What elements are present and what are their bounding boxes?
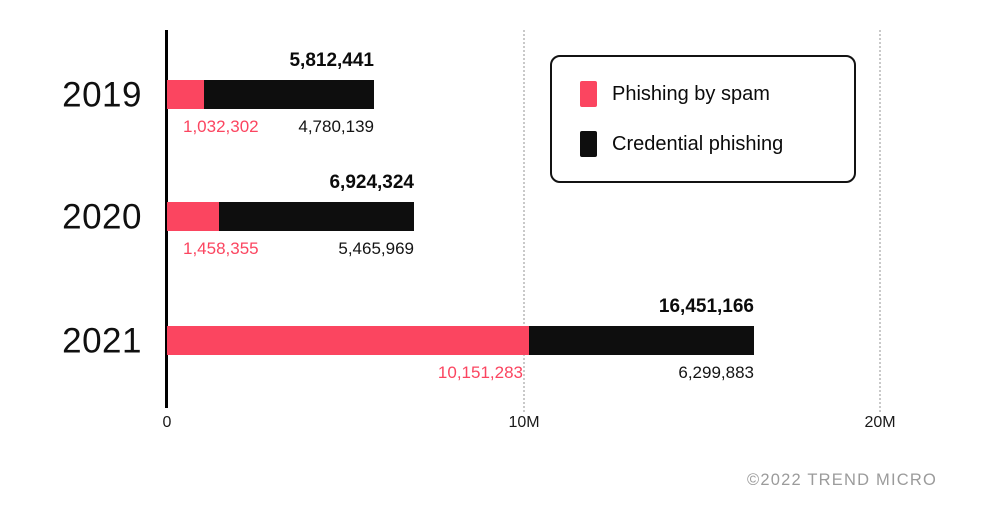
credential-value-label: 5,465,969 — [338, 239, 414, 258]
bar-2020 — [167, 202, 414, 231]
bar-segment-spam — [167, 202, 219, 231]
legend-marker-spam-icon — [580, 81, 597, 107]
bar-segment-spam — [167, 326, 529, 355]
x-axis-tick-20m: 20M — [864, 414, 896, 431]
gridline-10m — [523, 30, 525, 412]
year-label: 2020 — [62, 197, 142, 236]
spam-value-label: 1,032,302 — [183, 117, 259, 136]
chart-row-2019: 2019 5,812,441 1,032,302 4,780,139 — [0, 50, 1000, 136]
bar-segment-credential — [529, 326, 754, 355]
chart-row-2021: 2021 16,451,166 10,151,283 6,299,883 — [0, 296, 1000, 382]
legend-item-phishing-by-spam: Phishing by spam — [580, 81, 834, 107]
credential-value-label: 4,780,139 — [298, 117, 374, 136]
year-label: 2019 — [62, 75, 142, 114]
bar-2019 — [167, 80, 374, 109]
legend-item-credential-phishing: Credential phishing — [580, 131, 834, 157]
x-axis-tick-0: 0 — [162, 414, 172, 431]
year-label: 2021 — [62, 321, 142, 360]
legend-marker-credential-icon — [580, 131, 597, 157]
bar-2021 — [167, 326, 754, 355]
bar-segment-credential — [219, 202, 414, 231]
legend: Phishing by spam Credential phishing — [550, 55, 856, 183]
y-axis-line — [165, 30, 168, 408]
gridline-20m — [879, 30, 881, 412]
spam-value-label: 10,151,283 — [437, 363, 523, 382]
bar-segment-credential — [204, 80, 374, 109]
x-axis-tick-10m: 10M — [508, 414, 540, 431]
spam-value-label: 1,458,355 — [183, 239, 259, 258]
legend-label-spam: Phishing by spam — [612, 82, 770, 105]
total-value-label: 6,924,324 — [329, 172, 414, 193]
chart-row-2020: 2020 6,924,324 1,458,355 5,465,969 — [0, 172, 1000, 258]
bar-segment-spam — [167, 80, 204, 109]
total-value-label: 16,451,166 — [658, 296, 754, 317]
total-value-label: 5,812,441 — [289, 50, 374, 71]
credential-value-label: 6,299,883 — [678, 363, 754, 382]
copyright-text: ©2022 TREND MICRO — [747, 471, 937, 489]
legend-label-credential: Credential phishing — [612, 132, 784, 155]
